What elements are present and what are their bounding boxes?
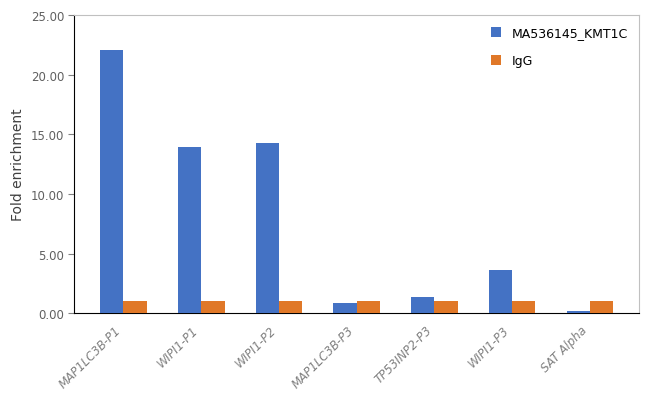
Bar (489, 270, 512, 314)
Bar (124, 301, 147, 314)
Bar (178, 148, 202, 314)
Bar (434, 301, 458, 314)
Bar (567, 312, 590, 314)
Bar (202, 301, 224, 314)
Bar (512, 301, 536, 314)
Bar (411, 298, 434, 314)
Legend: MA536145_KMT1C, IgG: MA536145_KMT1C, IgG (486, 22, 632, 73)
Y-axis label: Fold enrichment: Fold enrichment (11, 109, 25, 221)
Bar (590, 301, 613, 314)
Bar (357, 301, 380, 314)
Bar (279, 301, 302, 314)
Bar (100, 51, 124, 314)
Bar (333, 303, 357, 314)
Bar (255, 144, 279, 314)
